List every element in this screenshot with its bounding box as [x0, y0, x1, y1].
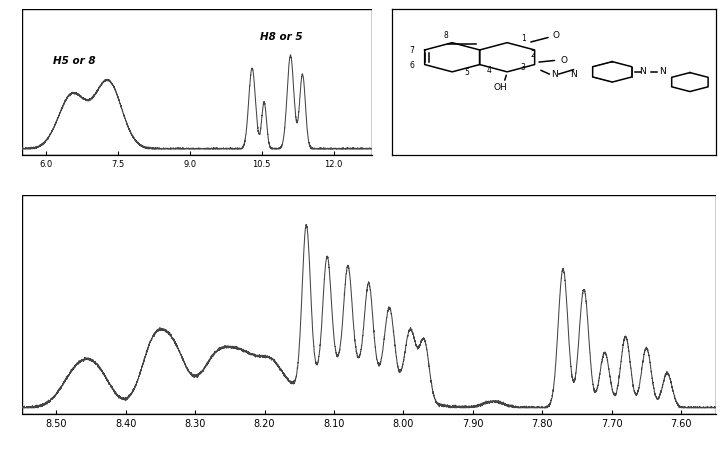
Text: 7: 7 — [409, 46, 414, 55]
Text: 5: 5 — [464, 69, 469, 77]
Text: 2: 2 — [531, 50, 536, 59]
Text: N: N — [640, 67, 646, 76]
Text: 8: 8 — [443, 31, 448, 40]
Text: 1: 1 — [521, 34, 526, 43]
Text: OH: OH — [494, 83, 508, 91]
Text: 3: 3 — [521, 63, 526, 71]
Text: 6: 6 — [409, 61, 414, 70]
Text: H8 or 5: H8 or 5 — [260, 32, 302, 42]
Text: N: N — [659, 67, 666, 76]
Text: O: O — [560, 56, 568, 65]
Bar — [22, 9, 372, 155]
Text: N: N — [570, 70, 577, 79]
Text: O: O — [552, 31, 559, 40]
Text: N: N — [551, 70, 557, 79]
Text: H5 or 8: H5 or 8 — [54, 56, 96, 66]
Text: 4: 4 — [487, 66, 492, 75]
Bar — [22, 195, 716, 414]
